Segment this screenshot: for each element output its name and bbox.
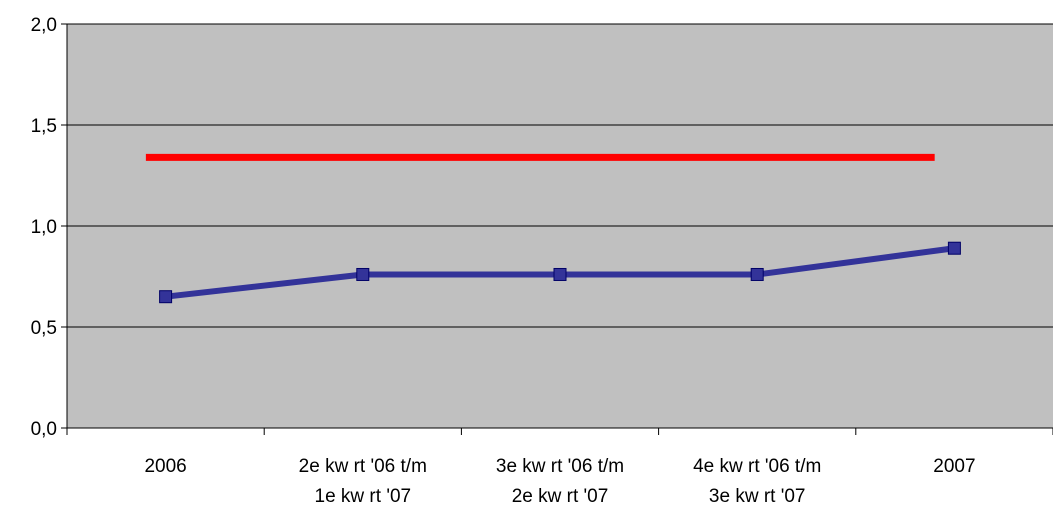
x-category-label: 2e kw rt '06 t/m 1e kw rt '07 [299, 456, 427, 507]
data-point-marker [947, 241, 961, 255]
data-point-marker [356, 267, 370, 281]
y-axis-tick-labels: 0,0 0,5 1,0 1,5 2,0 [31, 15, 57, 440]
x-category-label: 3e kw rt '06 t/m 2e kw rt '07 [496, 456, 624, 507]
y-axis-ticks [61, 23, 67, 429]
y-tick-label: 2,0 [31, 15, 57, 36]
data-point-marker [750, 267, 764, 281]
y-tick-label: 0,0 [31, 419, 57, 440]
x-category-label: 4e kw rt '06 t/m 3e kw rt '07 [693, 456, 821, 507]
gridlines [67, 23, 1053, 328]
x-axis-ticks [66, 428, 1053, 435]
series-markers [159, 241, 961, 304]
x-category-label: 2007 [933, 456, 975, 477]
y-tick-label: 1,0 [31, 217, 57, 238]
y-tick-label: 1,5 [31, 116, 57, 137]
x-category-label: 2006 [144, 456, 186, 477]
y-tick-label: 0,5 [31, 318, 57, 339]
data-point-marker [159, 290, 173, 304]
x-axis-category-labels: 2006 2e kw rt '06 t/m 1e kw rt '07 3e kw rt… [144, 456, 975, 507]
data-point-marker [553, 267, 567, 281]
